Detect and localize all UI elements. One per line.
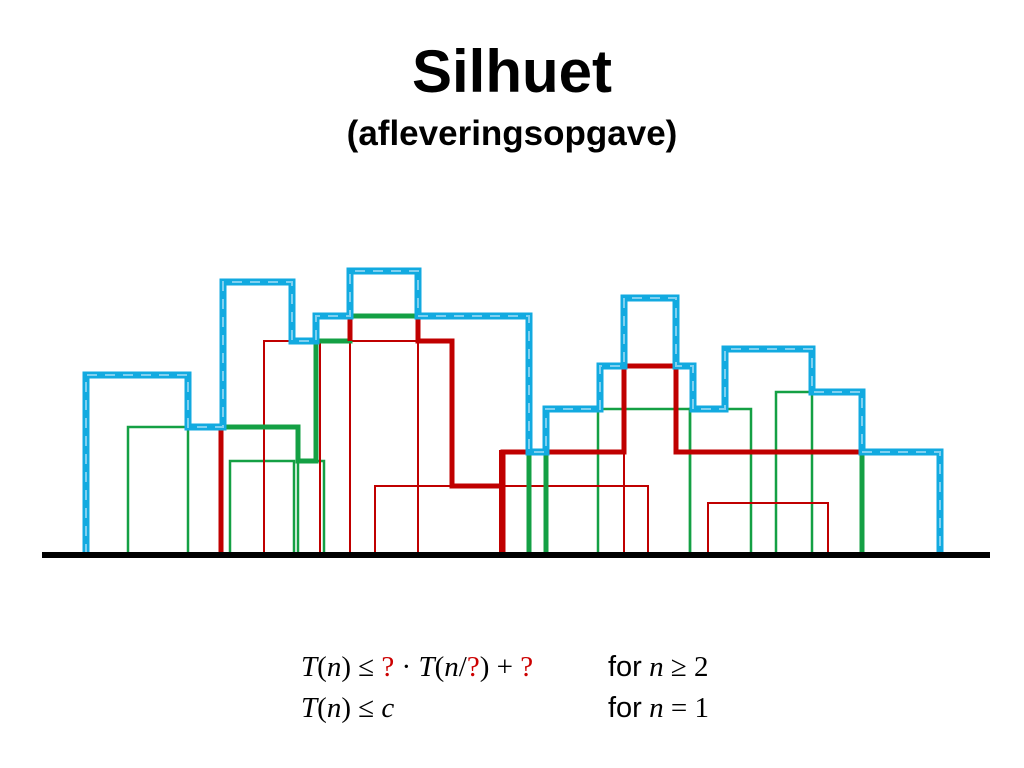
green-building [228, 459, 296, 556]
red-silhouette-right [500, 363, 862, 486]
constant-c: c [381, 692, 395, 724]
recurrence-T: T [301, 651, 318, 683]
condition: = 1 [663, 692, 709, 724]
green-silhouette-left [218, 313, 421, 554]
var-n: n [649, 692, 664, 724]
le-sign: ≤ [350, 692, 382, 724]
var-n: n [326, 692, 342, 724]
condition: ≥ 2 [663, 651, 709, 683]
green-silhouette-right [526, 449, 549, 554]
var-n: n [326, 651, 342, 683]
unknown-coefficient: ? [381, 651, 395, 683]
page-subtitle: (afleveringsopgave) [346, 114, 678, 153]
red-building [263, 340, 321, 555]
green-building [774, 390, 814, 556]
red-building [707, 502, 829, 555]
red-building [349, 340, 419, 555]
green-buildings [126, 390, 814, 556]
var-n: n [444, 651, 459, 683]
paren: ( [434, 651, 445, 683]
page-title: Silhuet [411, 38, 612, 105]
le-sign: ≤ [350, 651, 382, 683]
paren: ) [341, 651, 351, 683]
green-building [126, 425, 190, 556]
for-label: for [608, 692, 642, 724]
green-building [688, 407, 753, 556]
paren: ) [479, 651, 490, 683]
condition-line-2: for n = 1 [608, 691, 709, 725]
paren: ( [317, 692, 327, 724]
final-silhouette-dash [85, 270, 941, 554]
paren: ( [317, 651, 327, 683]
slash: / [458, 651, 467, 683]
unknown-term: ? [520, 651, 534, 683]
unknown-divisor: ? [466, 651, 480, 683]
dot-sign: · [394, 651, 419, 683]
for-label: for [608, 651, 642, 683]
red-silhouette-left-4 [415, 316, 506, 554]
red-building [499, 450, 625, 555]
recurrence-T: T [301, 692, 318, 724]
paren: ) [341, 692, 351, 724]
var-n: n [649, 651, 664, 683]
recurrence-T: T [418, 651, 435, 683]
condition-line-1: for n ≥ 2 [608, 650, 709, 684]
red-building [374, 485, 649, 555]
recurrence-line-2: T(n) ≤ c [301, 691, 394, 725]
recurrence-line-1: T(n) ≤ ? · T(n/?) + ? [301, 650, 533, 684]
plus-sign: + [489, 651, 521, 683]
